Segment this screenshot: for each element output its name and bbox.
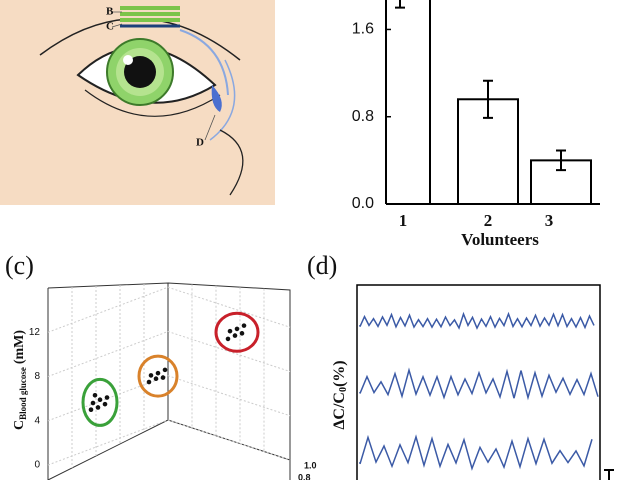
y-label-sub: 0 bbox=[338, 387, 349, 392]
y-tick-label: 4 bbox=[34, 415, 40, 426]
y-axis-label: ΔC/C0(%) bbox=[331, 360, 350, 429]
trace-chart: ΔC/C0(%) bbox=[331, 284, 614, 480]
point bbox=[102, 401, 108, 407]
panel-label: (d) bbox=[307, 251, 337, 280]
point bbox=[234, 326, 240, 332]
trace bbox=[359, 311, 595, 330]
point bbox=[92, 393, 98, 398]
cluster-ring bbox=[214, 311, 260, 353]
point bbox=[232, 333, 238, 338]
point bbox=[146, 379, 152, 385]
error-bar bbox=[556, 149, 566, 172]
error-bar bbox=[483, 79, 493, 119]
y-tick-label: 0.8 bbox=[352, 108, 374, 125]
plot-frame bbox=[356, 284, 601, 480]
illustration-label: D bbox=[196, 137, 204, 149]
point bbox=[241, 323, 247, 328]
point bbox=[225, 336, 231, 342]
y-tick-label: 1.6 bbox=[352, 21, 374, 38]
trace bbox=[359, 367, 599, 401]
y-tick-label: 0 bbox=[34, 460, 40, 471]
error-bar bbox=[395, 0, 405, 9]
bar bbox=[457, 98, 519, 204]
y-label-main: ΔC/C bbox=[331, 392, 348, 430]
z-tick-label: 1.0 bbox=[304, 460, 317, 470]
box-frame bbox=[47, 282, 291, 480]
scatter-chart: 0 4 8 12 0.8 1.0 CBlood glucose (mM) bbox=[12, 282, 317, 480]
trace bbox=[359, 434, 593, 471]
y-tick-label: 0.0 bbox=[352, 195, 374, 212]
illustration-label: B bbox=[106, 6, 114, 18]
point bbox=[239, 331, 245, 336]
point bbox=[155, 370, 161, 376]
point bbox=[153, 376, 159, 382]
y-label-main: C bbox=[12, 420, 27, 430]
point bbox=[227, 328, 233, 334]
point bbox=[148, 373, 154, 378]
point bbox=[90, 400, 96, 406]
point bbox=[162, 367, 168, 373]
grid-line bbox=[47, 419, 291, 466]
y-label-unit: (%) bbox=[331, 360, 348, 387]
y-tick-label: 8 bbox=[34, 371, 40, 382]
tick bbox=[604, 469, 614, 480]
y-label-sub: Blood glucose bbox=[18, 367, 28, 420]
y-label-unit: (mM) bbox=[12, 330, 27, 365]
bar bbox=[386, 0, 431, 204]
cluster-ring bbox=[81, 377, 119, 427]
bars bbox=[386, 0, 592, 204]
eye-illustration: B C D bbox=[0, 0, 275, 205]
y-tick-label: 12 bbox=[29, 327, 41, 338]
x-tick-label: 3 bbox=[545, 211, 554, 230]
grid-line bbox=[47, 375, 291, 422]
x-tick-label: 2 bbox=[484, 211, 493, 230]
x-tick-label: 1 bbox=[399, 211, 408, 230]
point bbox=[97, 397, 103, 403]
point bbox=[88, 407, 94, 412]
x-axis-label: Volunteers bbox=[461, 230, 539, 249]
point bbox=[95, 405, 101, 410]
grid-line bbox=[47, 330, 291, 377]
illustration-label: C bbox=[106, 21, 114, 33]
grid-line bbox=[47, 286, 291, 333]
point bbox=[104, 395, 110, 400]
z-tick-label: 0.8 bbox=[298, 472, 311, 480]
cluster-ring bbox=[137, 354, 179, 398]
panel-label: (c) bbox=[5, 251, 34, 280]
bar-chart: 1 2 3 0.0 0.8 1.6 Volunteers bbox=[352, 0, 600, 249]
y-axis-label: CBlood glucose (mM) bbox=[12, 330, 28, 430]
point bbox=[160, 375, 166, 380]
